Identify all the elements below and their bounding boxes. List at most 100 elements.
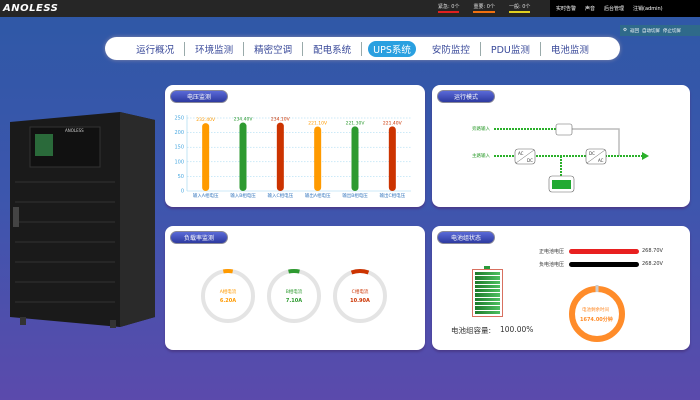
- neg-voltage-value: 268.20V: [642, 261, 663, 267]
- logo: ANOLESS: [3, 3, 59, 14]
- load-card: 负载率监测 A相电流 6.20A B相电流 7.10A C相电流 10.90A: [165, 226, 425, 350]
- bypass-label: 旁路输入: [472, 127, 490, 132]
- y-tick-label: 0: [181, 189, 184, 195]
- y-tick-label: 100: [174, 159, 184, 165]
- capacity-value: 100.00%: [500, 325, 534, 334]
- battery-terminal: [484, 266, 490, 269]
- header-menu: 实时告警 声音 后台管理 注销(admin): [550, 0, 700, 17]
- current-gauge: C相电流 10.90A: [332, 268, 388, 324]
- x-tick-label: 输入B相电压: [230, 192, 256, 199]
- x-tick-label: 输出A相电压: [305, 192, 331, 199]
- pos-voltage-bar: [569, 249, 639, 254]
- battery-title: 电池组状态: [437, 231, 495, 244]
- mode-card: 运行模式 旁路输入 主路输入 AC DC DC AC: [432, 85, 690, 207]
- tab-6[interactable]: PDU监测: [481, 41, 541, 56]
- share-icon: ⚙: [623, 28, 628, 33]
- sound-link[interactable]: 声音: [585, 6, 596, 12]
- battery-cell: [475, 306, 500, 310]
- remaining-time-label: 电池剩余时间: [582, 308, 609, 313]
- x-tick-label: 输出B相电压: [342, 192, 368, 199]
- screen-tools: ⚙ 返回 自动切屏 停止切屏: [620, 25, 700, 36]
- admin-link[interactable]: 后台管理: [604, 6, 625, 12]
- y-tick-label: 150: [174, 145, 184, 151]
- gauge-label: B相电流: [285, 290, 303, 295]
- battery-cell: [475, 289, 500, 293]
- bar-value-label: 232.40V: [196, 117, 216, 123]
- bar-value-label: 221.10V: [308, 120, 328, 126]
- ups-device-image: ANOLESS: [10, 112, 155, 332]
- voltage-card: 电压监测 0 50 100 150 200 250 232.40V 输入A相电压 234.40V…: [165, 85, 425, 207]
- battery-cell: [475, 302, 500, 306]
- bar: [276, 122, 284, 191]
- bar-value-label: 234.10V: [271, 117, 291, 123]
- x-tick-label: 输入A相电压: [193, 192, 219, 199]
- bar: [388, 126, 396, 191]
- auto-switch-button[interactable]: 自动切屏: [642, 28, 661, 34]
- bar: [314, 126, 322, 191]
- logout-link[interactable]: 注销(admin): [633, 6, 663, 12]
- battery-level-icon: [472, 269, 503, 317]
- gauge-value: 6.20A: [219, 298, 237, 304]
- current-gauge: A相电流 6.20A: [200, 268, 256, 324]
- alarm-important[interactable]: 重要: 0个: [473, 3, 495, 13]
- battery-cell: [475, 293, 500, 297]
- back-button[interactable]: 返回: [630, 28, 640, 34]
- battery-card: 电池组状态 正电池电压 268.70V 负电池电压 268.20V 电池组容量:…: [432, 226, 690, 350]
- rectifier-dc: DC: [527, 158, 533, 163]
- gauge-arc: [267, 269, 321, 323]
- stop-switch-button[interactable]: 停止切屏: [663, 28, 682, 34]
- battery-cell: [475, 272, 500, 276]
- alarm-urgent[interactable]: 紧急: 0个: [438, 3, 460, 13]
- inverter-dc: DC: [589, 151, 595, 156]
- tab-7[interactable]: 电池监测: [550, 44, 589, 56]
- tab-2[interactable]: 精密空调: [244, 41, 304, 56]
- alarm-summary: 紧急: 0个 重要: 0个 一般: 0个: [438, 3, 531, 13]
- battery-cell: [475, 310, 500, 314]
- main-nav: 运行概况 环境监测 精密空调 配电系统 UPS系统 安防监控 PDU监测 电池监测: [105, 37, 620, 60]
- svg-text:ANOLESS: ANOLESS: [65, 128, 84, 133]
- pos-voltage-value: 268.70V: [642, 248, 663, 254]
- load-title: 负载率监测: [170, 231, 228, 244]
- voltage-title: 电压监测: [170, 90, 228, 103]
- x-tick-label: 输入C相电压: [268, 192, 294, 199]
- inverter-ac: AC: [598, 158, 604, 163]
- bar: [351, 126, 359, 191]
- voltage-chart: 0 50 100 150 200 250 232.40V 输入A相电压 234.40V 输入B相电…: [174, 115, 411, 199]
- gauge-label: C相电流: [351, 290, 369, 295]
- y-tick-label: 250: [174, 116, 184, 122]
- battery-cell: [475, 276, 500, 280]
- alarm-normal[interactable]: 一般: 0个: [508, 3, 531, 13]
- tab-4[interactable]: UPS系统: [368, 40, 416, 57]
- rectifier-ac: AC: [518, 151, 524, 156]
- bar-value-label: 221.30V: [346, 120, 366, 126]
- neg-voltage-bar: [569, 262, 639, 267]
- bar: [202, 123, 210, 191]
- y-tick-label: 50: [178, 174, 184, 180]
- bar: [239, 122, 247, 191]
- battery-cell: [475, 297, 500, 302]
- realtime-alarm-link[interactable]: 实时告警: [556, 6, 577, 12]
- mode-title: 运行模式: [437, 90, 495, 103]
- y-tick-label: 200: [174, 130, 184, 136]
- gauge-arc: [333, 269, 387, 323]
- mode-diagram: [494, 123, 649, 193]
- battery-cell: [475, 284, 500, 289]
- tab-5[interactable]: 安防监控: [422, 41, 481, 56]
- neg-voltage-label: 负电池电压: [539, 262, 565, 268]
- x-tick-label: 输出C相电压: [380, 192, 406, 199]
- gauge-arc: [201, 269, 255, 323]
- remaining-time-value: 1674.00分钟: [580, 317, 613, 323]
- gauge-label: A相电流: [219, 290, 237, 295]
- bar-value-label: 234.40V: [234, 117, 254, 123]
- gauge-value: 7.10A: [285, 298, 303, 304]
- capacity-label: 电池组容量:: [451, 326, 492, 335]
- tab-0[interactable]: 运行概况: [126, 41, 186, 56]
- tab-1[interactable]: 环境监测: [185, 41, 245, 56]
- bar-value-label: 221.40V: [383, 120, 403, 126]
- remaining-time-ring: [569, 285, 625, 342]
- battery-cell: [475, 280, 500, 284]
- pos-voltage-label: 正电池电压: [539, 249, 565, 255]
- tab-3[interactable]: 配电系统: [303, 41, 363, 56]
- main-label: 主路输入: [472, 154, 490, 159]
- gauge-value: 10.90A: [350, 298, 370, 304]
